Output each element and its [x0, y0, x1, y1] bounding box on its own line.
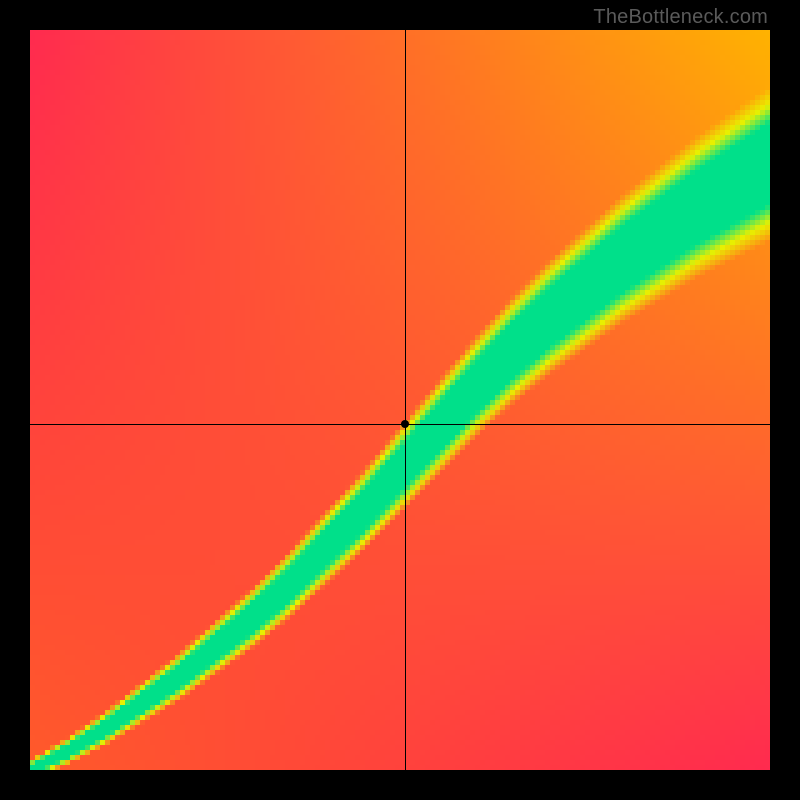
plot-area: [30, 30, 770, 770]
figure-container: TheBottleneck.com: [0, 0, 800, 800]
crosshair-horizontal: [30, 424, 770, 425]
heatmap-canvas: [30, 30, 770, 770]
crosshair-vertical: [405, 30, 406, 770]
marker-point: [401, 420, 409, 428]
watermark-text: TheBottleneck.com: [593, 6, 768, 29]
